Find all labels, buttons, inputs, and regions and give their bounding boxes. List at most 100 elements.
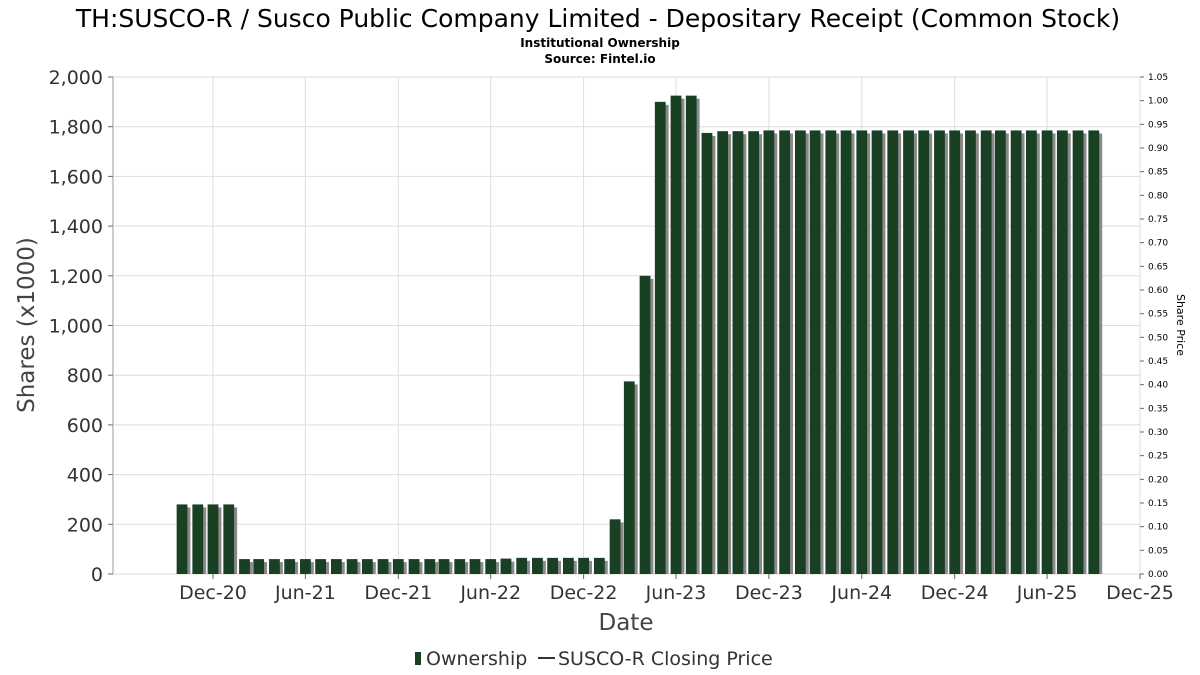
y-tick-label: 600: [67, 415, 103, 437]
ownership-bar-fill: [949, 130, 961, 575]
y-right-tick-label: 0.30: [1148, 428, 1168, 438]
ownership-bar-fill: [176, 504, 188, 574]
y-tick-label: 1,800: [49, 117, 103, 139]
bars-layer: [176, 95, 1103, 575]
x-tick-label: Dec-22: [550, 582, 618, 604]
x-tick-label: Dec-23: [735, 582, 803, 604]
ownership-bar: [547, 557, 562, 574]
ownership-bar-fill: [1041, 130, 1053, 575]
y-right-tick-label: 0.65: [1148, 262, 1168, 272]
ownership-bar-fill: [330, 559, 342, 574]
ownership-bar-fill: [779, 130, 791, 575]
x-tick-label: Dec-24: [921, 582, 989, 604]
y-tick-label: 800: [67, 365, 103, 387]
ownership-bar-fill: [871, 130, 883, 575]
y-right-tick-label: 0.20: [1148, 475, 1168, 485]
y-right-tick-label: 0.90: [1148, 144, 1168, 154]
ownership-bar: [871, 130, 886, 575]
ownership-bar-fill: [315, 559, 327, 574]
ownership-bar-fill: [918, 130, 930, 575]
ownership-bar: [578, 557, 593, 574]
y-tick-label: 0: [91, 564, 103, 586]
ownership-bar: [500, 558, 515, 574]
ownership-bar: [918, 130, 933, 575]
ownership-bar: [856, 130, 871, 575]
ownership-bar-fill: [269, 559, 280, 574]
ownership-bar: [779, 130, 794, 575]
y-tick-label: 1,400: [49, 216, 103, 238]
ownership-bar: [438, 559, 453, 574]
ownership-bar-fill: [239, 559, 250, 574]
ownership-bar-fill: [825, 130, 837, 575]
ownership-bar: [934, 130, 948, 575]
legend-ownership-swatch: [415, 652, 421, 665]
ownership-bar-fill: [547, 557, 559, 574]
ownership-bar-fill: [639, 275, 651, 574]
x-tick-label: Dec-20: [179, 582, 247, 604]
ownership-bar-fill: [424, 559, 436, 574]
ownership-bar-fill: [438, 559, 450, 574]
ownership-bar-fill: [732, 131, 744, 574]
ownership-bar-fill: [454, 559, 466, 574]
ownership-bar: [315, 559, 330, 574]
y-right-tick-label: 0.70: [1148, 239, 1168, 249]
ownership-bar-fill: [809, 130, 821, 575]
x-tick-label: Jun-21: [274, 582, 336, 604]
ownership-bar-fill: [408, 559, 420, 574]
ownership-bar-fill: [903, 130, 914, 575]
ownership-bar: [346, 559, 361, 574]
ownership-bar-fill: [361, 559, 373, 574]
ownership-bar-fill: [1088, 130, 1100, 575]
ownership-bar-fill: [469, 559, 481, 574]
ownership-bar: [300, 559, 314, 574]
ownership-bar: [994, 130, 1009, 575]
ownership-bar-fill: [856, 130, 868, 575]
ownership-bar-fill: [223, 504, 235, 574]
x-tick-label: Jun-22: [459, 582, 521, 604]
ownership-bar: [284, 559, 299, 574]
ownership-bar-fill: [562, 557, 574, 574]
y-right-tick-label: 0.00: [1148, 570, 1168, 580]
ownership-bar-fill: [994, 130, 1006, 575]
y-tick-label: 1,600: [49, 166, 103, 188]
ownership-bar: [809, 130, 824, 575]
ownership-bar: [1072, 130, 1087, 575]
ownership-bar: [485, 559, 500, 574]
ownership-bar-fill: [654, 101, 666, 574]
y-right-tick-label: 0.85: [1148, 168, 1168, 178]
ownership-bar: [330, 559, 345, 574]
y-right-tick-label: 1.05: [1148, 73, 1168, 83]
ownership-bar: [223, 504, 238, 574]
ownership-bar: [408, 559, 423, 574]
ownership-bar: [207, 504, 222, 574]
ownership-bar-fill: [1025, 130, 1037, 575]
ownership-bar: [192, 504, 207, 574]
ownership-bar-fill: [717, 131, 729, 574]
ownership-bar-fill: [965, 130, 976, 575]
ownership-bar-fill: [934, 130, 945, 575]
ownership-bar-fill: [300, 559, 311, 574]
x-tick-label: Jun-23: [645, 582, 707, 604]
y-right-tick-label: 0.40: [1148, 381, 1168, 391]
y-right-tick-label: 1.00: [1148, 97, 1168, 107]
ownership-bar: [639, 275, 654, 574]
ownership-bar: [361, 559, 376, 574]
y-right-tick-label: 0.15: [1148, 499, 1168, 509]
ownership-bar-fill: [1056, 130, 1068, 575]
ownership-bar: [748, 131, 763, 574]
ownership-bar-fill: [701, 132, 713, 574]
legend: Ownership SUSCO-R Closing Price: [415, 648, 773, 670]
ownership-bar-fill: [840, 130, 852, 575]
ownership-bar-fill: [593, 557, 605, 574]
x-axis-label: Date: [599, 610, 654, 636]
ownership-bar: [1056, 130, 1071, 575]
ownership-bar: [609, 519, 624, 574]
ownership-bar: [269, 559, 283, 574]
y-tick-label: 1,200: [49, 266, 103, 288]
axes-layer: 0 200 400 600 800 1,000 1,200 1,400 1,600 1,800 2,…: [49, 67, 1174, 604]
ownership-bar-fill: [763, 130, 775, 575]
ownership-bar-fill: [748, 131, 760, 574]
y-right-tick-label: 0.25: [1148, 452, 1168, 462]
ownership-bar: [965, 130, 979, 575]
ownership-bar: [1041, 130, 1056, 575]
